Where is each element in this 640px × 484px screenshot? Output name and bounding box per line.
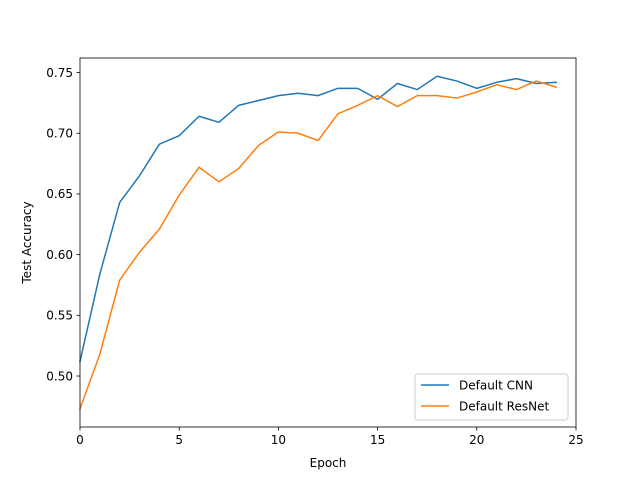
- series-line-default-cnn: [79, 75, 557, 363]
- series-line-default-resnet: [79, 80, 558, 410]
- x-axis-label: Epoch: [310, 456, 347, 470]
- legend-label-default-cnn: Default CNN: [459, 379, 533, 393]
- x-tick-label-0: 0: [76, 433, 84, 447]
- series-layer: [79, 75, 558, 410]
- legend: Default CNN Default ResNet: [414, 373, 569, 421]
- y-tick-label-3: 0.65: [46, 187, 73, 201]
- y-tick-label-4: 0.70: [46, 127, 73, 141]
- plot-frame: [79, 57, 577, 428]
- legend-label-default-resnet: Default ResNet: [459, 400, 549, 414]
- y-tick-label-5: 0.75: [46, 66, 73, 80]
- x-tick-label-25: 25: [568, 433, 583, 447]
- y-tick-label-1: 0.55: [46, 309, 73, 323]
- y-tick-label-0: 0.50: [46, 369, 73, 383]
- x-tick-label-5: 5: [175, 433, 183, 447]
- y-axis-label: Test Accuracy: [20, 201, 34, 284]
- legend-frame: [414, 373, 569, 421]
- x-tick-label-20: 20: [469, 433, 484, 447]
- x-tick-label-15: 15: [370, 433, 385, 447]
- x-tick-label-10: 10: [271, 433, 286, 447]
- y-tick-label-2: 0.60: [46, 248, 73, 262]
- ticks-layer: 0 5 10 15 20 25 0.50 0.55 0.60 0.65 0.70 0.75: [46, 66, 583, 447]
